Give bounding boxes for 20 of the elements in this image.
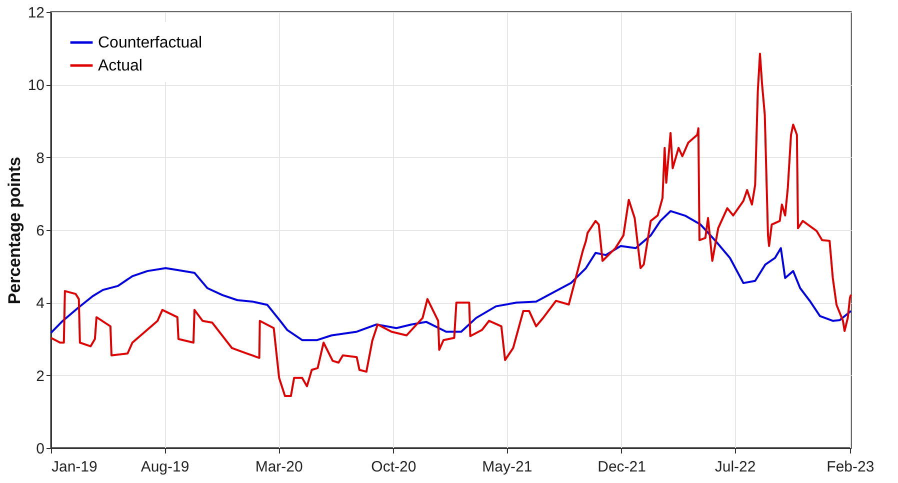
legend-label: Actual — [98, 58, 142, 74]
x-tick-label: Jan-19 — [52, 458, 98, 476]
y-tick-label: 4 — [36, 295, 44, 312]
y-tick-label: 8 — [36, 150, 44, 167]
y-tick-label: 6 — [36, 222, 44, 240]
y-tick-label: 0 — [36, 440, 44, 458]
line-series — [50, 210, 852, 342]
y-tick-label: 2 — [36, 368, 44, 385]
x-tick-label: Oct-20 — [371, 458, 416, 476]
x-tick-label: Aug-19 — [140, 458, 190, 476]
legend-label: Counterfactual — [98, 34, 202, 52]
y-tick-label: 10 — [28, 77, 44, 94]
line-series — [50, 52, 852, 398]
x-tick-label: Mar-20 — [255, 458, 303, 476]
x-tick-label: May-21 — [482, 458, 532, 476]
y-tick-label: 12 — [28, 4, 44, 22]
y-axis-title: Percentage points — [4, 156, 24, 304]
x-tick-label: Feb-23 — [826, 458, 874, 476]
x-tick-label: Dec-21 — [598, 458, 646, 476]
x-tick-label: Jul-22 — [714, 458, 756, 476]
